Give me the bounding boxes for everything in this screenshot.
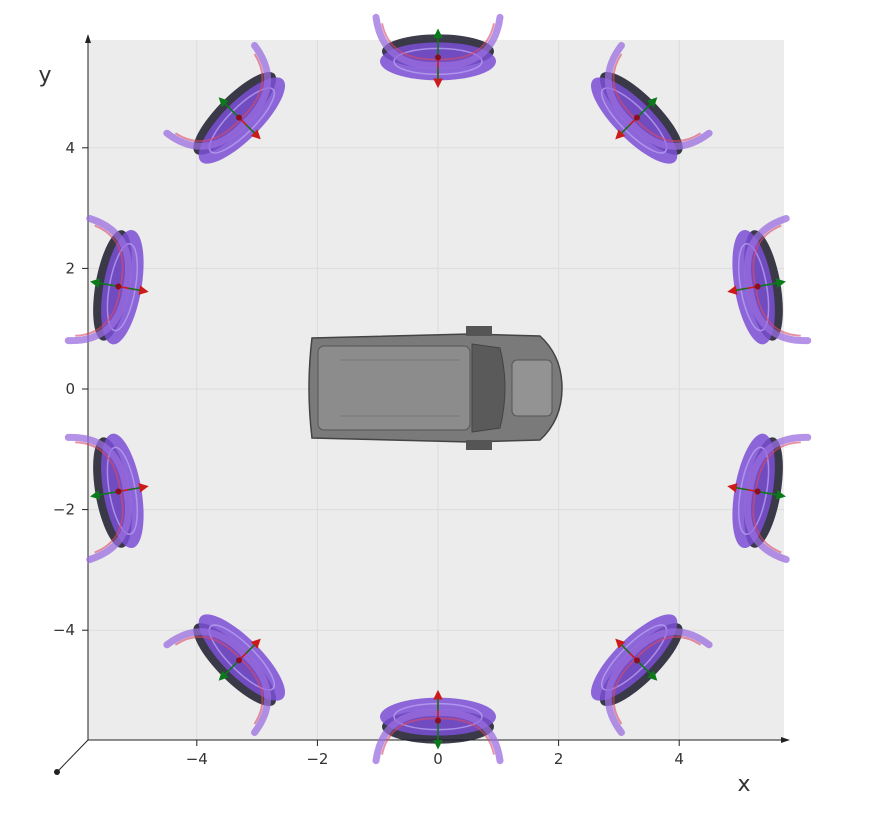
sensor-front-right [591,42,713,164]
sensor-front [372,13,504,89]
sensor-left-lower [64,433,149,564]
axis-arrow-green [218,97,240,119]
x-axis-label: x [737,772,750,797]
x-tick-group: −4 −2 0 2 4 [186,740,684,768]
y-axis-label: y [38,63,51,88]
vehicle-mirror-right [466,440,492,450]
x-tick-label: 2 [554,750,564,768]
sensor-right-lower [727,433,812,564]
sensor-center-point [633,657,640,664]
vehicle-windshield [471,343,506,433]
vehicle-roof [317,345,471,431]
y-tick-label: 4 [65,139,75,157]
sensor-center-point [236,657,243,664]
sensor-left-upper [64,214,149,345]
sensor-center-point [115,488,122,495]
x-tick-label: −4 [186,750,208,768]
sensor-center-point [633,114,640,121]
axis-arrow-green [90,278,119,288]
sensor-center-point [754,488,761,495]
y-axis-arrow [85,34,91,43]
axis-arrow-green-short [620,124,631,134]
axis-arrow-green [90,490,119,500]
sensor-rear [372,689,504,765]
axis-arrow-green [636,97,658,119]
y-tick-label: 2 [65,259,75,277]
axis-arrow-green-short [735,487,748,491]
sensor-right-upper [727,214,812,345]
vehicle-mirror-left [466,326,492,336]
axis-arrow-green [636,659,658,681]
y-tick-group: 4 2 0 −2 −4 [53,139,88,639]
axis-arrow-green [757,278,786,288]
sensor-rear-left [163,614,285,736]
z-axis-point [54,769,60,775]
sensor-center-point [435,54,441,61]
x-tick-label: −2 [306,750,328,768]
sensor-rear-right [591,614,713,736]
vehicle-hood [511,359,553,417]
axis-arrow-green-short [128,487,141,491]
sensor-front-left [163,42,285,164]
axis-arrow-green [218,659,240,681]
sensor-center-point [115,283,122,290]
sensor-center-point [236,114,243,121]
sensor-center-point [435,717,441,724]
axis-arrow-green-short [620,644,631,654]
sensor-center-point [754,283,761,290]
x-tick-label: 0 [433,750,443,768]
sensor-group [64,13,812,765]
axis-arrow-green-short [245,124,256,134]
axis-arrow-green-short [245,644,256,654]
vehicle [308,326,563,450]
z-axis-line [57,739,89,772]
axis-arrow-green-short [128,287,141,291]
x-tick-label: 4 [674,750,684,768]
x-axis-arrow [781,737,790,743]
y-tick-label: 0 [65,380,75,398]
y-tick-label: −2 [53,501,75,519]
axis-arrow-green [757,490,786,500]
y-tick-label: −4 [53,621,75,639]
axis-arrow-green-short [735,287,748,291]
